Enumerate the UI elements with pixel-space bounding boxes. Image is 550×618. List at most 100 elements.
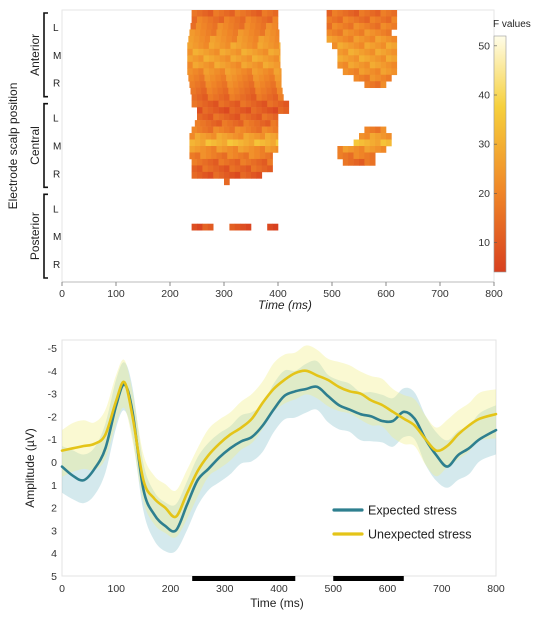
heatmap-cell: [261, 16, 268, 24]
heatmap-cell: [241, 48, 247, 56]
heatmap-cell: [228, 22, 235, 30]
heatmap-cell: [259, 146, 266, 153]
heatmap-cell: [242, 35, 249, 43]
heatmap-cell: [192, 55, 199, 63]
heatmap-cell: [189, 146, 196, 153]
heatmap-cell: [251, 107, 257, 114]
heatmap-cell: [224, 178, 230, 186]
heatmap-cell: [359, 74, 365, 82]
heatmap-cell: [229, 100, 236, 108]
heatmap-cell: [234, 94, 241, 101]
heatmap-cell: [245, 171, 252, 179]
heatmap-cell: [245, 113, 252, 121]
heatmap-cell: [215, 74, 222, 82]
heatmap-cell: [213, 165, 219, 173]
line-y-tick-label: 1: [51, 480, 57, 492]
heatmap-cell: [249, 87, 256, 95]
heatmap-cell: [234, 223, 241, 231]
heatmap-cell: [214, 42, 220, 50]
heatmap-cell: [244, 87, 251, 95]
heatmap-cell: [332, 35, 338, 43]
heatmap-cell: [263, 74, 270, 82]
heatmap-cell: [337, 42, 344, 50]
heatmap-cell: [386, 29, 392, 37]
heatmap-cell: [243, 120, 250, 127]
heatmap-cell: [270, 146, 277, 153]
heatmap-cell: [202, 171, 209, 179]
heatmap-cell: [191, 223, 198, 231]
heatmap-cell: [279, 68, 282, 76]
legend: Expected stress Unexpected stress: [332, 504, 472, 542]
heatmap-cell: [229, 113, 236, 121]
heatmap-cell: [249, 22, 256, 30]
heatmap-cell: [232, 133, 239, 140]
heatmap-cell: [375, 61, 381, 69]
heatmap-cell: [332, 42, 338, 50]
heatmap-cell: [256, 126, 263, 134]
heatmap-cell: [191, 171, 198, 179]
heatmap-cell: [202, 10, 209, 17]
heatmap-cell: [353, 74, 360, 82]
heatmap-cell: [261, 126, 268, 134]
electrode-row-label: M: [53, 232, 61, 243]
heatmap-cell: [241, 61, 247, 69]
heatmap-cell: [207, 126, 214, 134]
heatmap-cell: [252, 68, 258, 76]
heatmap-cell: [268, 68, 274, 76]
heatmap-cell: [275, 139, 279, 147]
heatmap-cell: [232, 146, 239, 153]
heatmap-cell: [369, 68, 376, 76]
heatmap-cell: [241, 55, 247, 63]
heatmap-cell: [364, 35, 371, 43]
electrode-row-label: L: [53, 114, 59, 125]
heatmap-cell: [262, 61, 269, 69]
heatmap-cell: [229, 10, 236, 17]
heatmap-cell: [353, 16, 360, 24]
electrode-groups: Anterior L M R Central L M R Posterior L M R: [28, 12, 61, 279]
electrode-row-label: R: [53, 260, 60, 271]
heatmap-cell: [258, 74, 265, 82]
heatmap-cell: [236, 35, 243, 43]
heatmap-cell: [380, 22, 387, 30]
significance-bar: [333, 576, 404, 581]
heatmap-cell: [221, 152, 228, 160]
heatmap-cell: [353, 158, 360, 166]
line-x-tick-label: 700: [433, 583, 451, 595]
series-line: [60, 369, 498, 519]
heatmap-cell: [273, 42, 280, 50]
heatmap-cell: [364, 146, 371, 153]
heatmap-cell: [254, 81, 260, 89]
heatmap-cell: [254, 133, 260, 140]
heatmap-cell: [375, 133, 381, 140]
heatmap-cell: [364, 126, 371, 134]
heatmap-cell: [342, 48, 349, 56]
heatmap-cell: [218, 171, 225, 179]
heatmap-cell: [254, 29, 260, 37]
heatmap-cell: [380, 74, 387, 82]
heatmap-cell: [348, 55, 354, 63]
heatmap-x-tick-label: 300: [215, 288, 233, 300]
heatmap-cell: [218, 165, 225, 173]
heatmap-cell: [205, 152, 212, 160]
heatmap-cell: [391, 42, 398, 50]
heatmap-cell: [353, 152, 360, 160]
heatmap-cell: [191, 100, 198, 108]
heatmap-cell: [240, 171, 246, 179]
colorbar-tick-label: 40: [478, 90, 490, 102]
heatmap-cell: [240, 158, 246, 166]
heatmap-cell: [348, 158, 354, 166]
heatmap-cell: [224, 16, 230, 24]
line-y-tick-label: 2: [51, 503, 57, 515]
heatmap-cell: [245, 165, 252, 173]
heatmap-cell: [270, 152, 273, 160]
heatmap-cell: [216, 146, 223, 153]
heatmap-cell: [273, 55, 280, 63]
heatmap-cell: [359, 61, 365, 69]
heatmap-cell: [272, 94, 279, 101]
heatmap-cell: [204, 35, 211, 43]
heatmap-cell: [369, 146, 376, 153]
heatmap-cell: [243, 152, 250, 160]
heatmap-cell: [243, 81, 250, 89]
heatmap-cell: [240, 126, 246, 134]
heatmap-cell: [213, 94, 219, 101]
